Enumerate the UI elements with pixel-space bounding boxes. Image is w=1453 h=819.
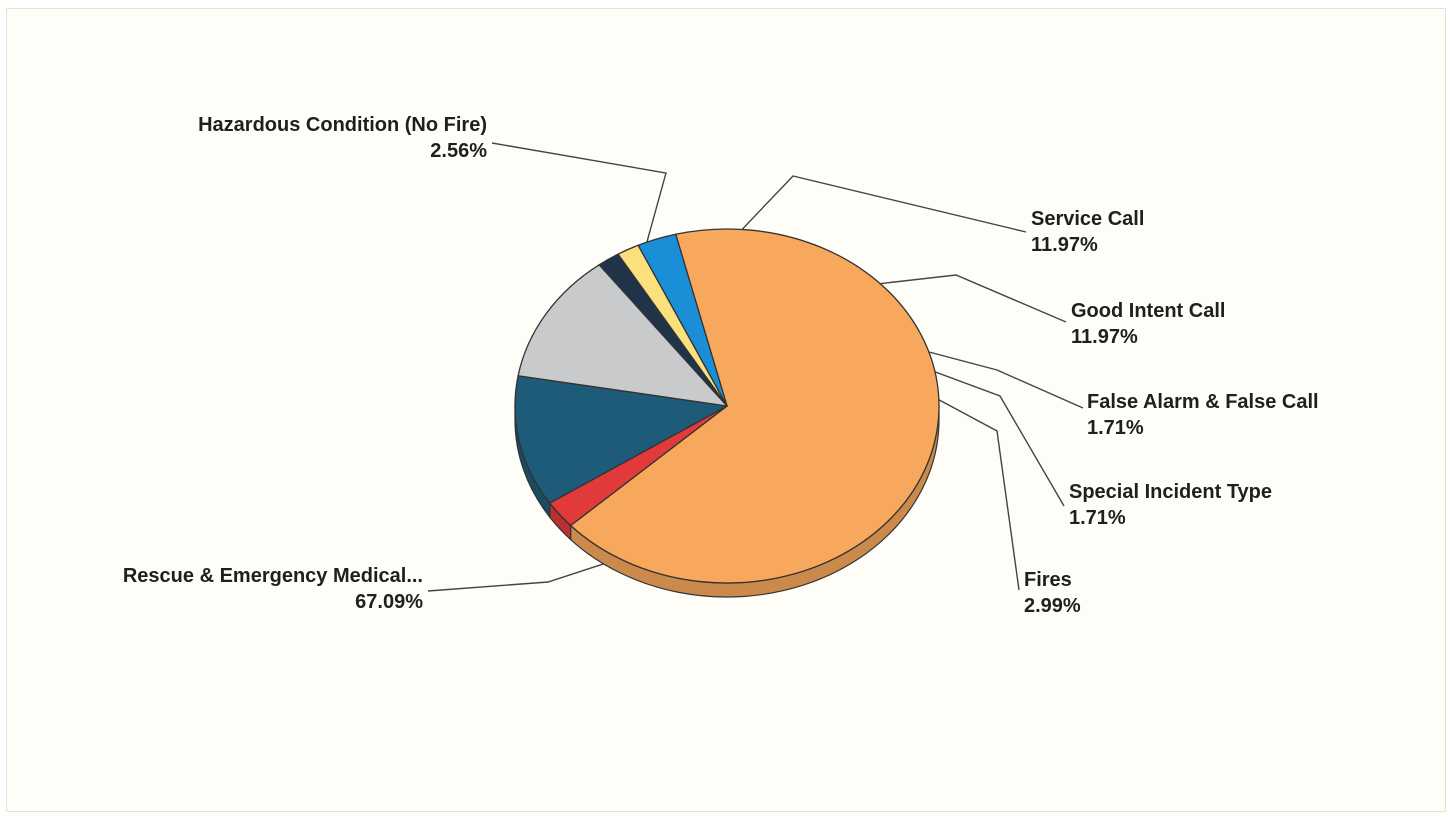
slice-label-5: Special Incident Type [1069, 481, 1272, 503]
pie-slices [514, 228, 940, 584]
pie-slice-0 [569, 228, 940, 584]
slice-label-0: Rescue & Emergency Medical... [123, 565, 423, 587]
slice-percent-1: 2.56% [430, 140, 487, 162]
slice-percent-5: 1.71% [1069, 507, 1126, 529]
slice-percent-2: 11.97% [1031, 234, 1098, 256]
pie-slice-6 [637, 233, 728, 407]
slice-label-2: Service Call [1031, 208, 1144, 230]
slice-percent-3: 11.97% [1071, 326, 1138, 348]
slice-label-4: False Alarm & False Call [1087, 391, 1319, 413]
slice-label-1: Hazardous Condition (No Fire) [198, 114, 487, 136]
slice-labels: Rescue & Emergency Medical... 67.09% Hazar… [123, 114, 1319, 617]
slice-label-6: Fires [1024, 569, 1072, 591]
slice-percent-4: 1.71% [1087, 417, 1144, 439]
slice-percent-0: 67.09% [355, 591, 423, 613]
pie-slice-3 [517, 264, 728, 407]
slice-percent-6: 2.99% [1024, 595, 1081, 617]
slice-label-3: Good Intent Call [1071, 300, 1225, 322]
pie-slice-2 [514, 375, 728, 504]
